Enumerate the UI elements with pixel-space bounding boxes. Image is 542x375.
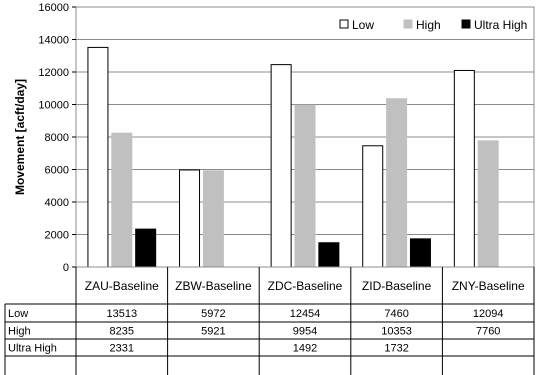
bar-high-zau-baseline: [111, 132, 133, 268]
table-cell-ultra-high-zdc-baseline: 1492: [293, 343, 317, 355]
table-cell-low-zdc-baseline: 12454: [290, 308, 321, 320]
table-row-label-high: High: [8, 326, 31, 338]
bar-ultra-high-zau-baseline: [135, 228, 157, 268]
table-cell-low-zid-baseline: 7460: [384, 308, 408, 320]
table-cell-low-zny-baseline: 12094: [473, 308, 504, 320]
legend-label-high: High: [416, 18, 441, 32]
y-tick-label-10000: 10000: [38, 100, 69, 112]
y-axis: 0 2000 4000 6000 8000 10000 12000 14000 16000: [38, 2, 535, 274]
legend-swatch-high: [403, 19, 413, 29]
table-row-label-ultra-high: Ultra High: [8, 343, 57, 355]
bar-low-zdc-baseline: [270, 64, 292, 268]
y-tick-label-6000: 6000: [45, 165, 69, 177]
table-cell-ultra-high-zid-baseline: 1732: [384, 343, 408, 355]
x-category-label-zdc-baseline: ZDC-Baseline: [268, 279, 343, 293]
bar-high-zny-baseline: [477, 140, 499, 268]
table-cell-low-zau-baseline: 13513: [107, 308, 138, 320]
table-cell-low-zbw-baseline: 5972: [201, 308, 225, 320]
y-tick-label-2000: 2000: [45, 230, 69, 242]
bar-high-zid-baseline: [386, 98, 408, 268]
data-table: ZAU-Baseline ZBW-Baseline ZDC-Baseline ZID-…: [4, 267, 535, 375]
bar-high-zbw-baseline: [202, 170, 224, 268]
legend: Low High Ultra High: [339, 18, 527, 32]
bar-low-zid-baseline: [362, 145, 384, 268]
legend-label-low: Low: [352, 18, 374, 32]
legend-swatch-low: [339, 19, 349, 29]
legend-swatch-ultra-high: [461, 19, 471, 29]
table-cell-ultra-high-zau-baseline: 2331: [110, 343, 134, 355]
y-tick-label-16000: 16000: [38, 2, 69, 14]
bar-low-zny-baseline: [453, 69, 475, 268]
y-tick-label-4000: 4000: [45, 197, 69, 209]
table-cell-high-zau-baseline: 8235: [110, 326, 134, 338]
legend-label-ultra-high: Ultra High: [474, 18, 527, 32]
bar-ultra-high-zdc-baseline: [318, 242, 340, 268]
x-category-label-zid-baseline: ZID-Baseline: [362, 279, 432, 293]
y-axis-title: Movement [acft/day]: [13, 79, 27, 195]
y-tick-label-12000: 12000: [38, 67, 69, 79]
x-category-label-zny-baseline: ZNY-Baseline: [452, 279, 525, 293]
x-category-label-zbw-baseline: ZBW-Baseline: [175, 279, 252, 293]
bar-low-zbw-baseline: [179, 169, 201, 268]
y-tick-label-14000: 14000: [38, 35, 69, 47]
y-tick-label-0: 0: [63, 262, 69, 274]
table-cell-high-zdc-baseline: 9954: [293, 326, 317, 338]
table-cell-high-zid-baseline: 10353: [381, 326, 412, 338]
y-tick-label-8000: 8000: [45, 132, 69, 144]
table-cell-high-zny-baseline: 7760: [476, 326, 500, 338]
bar-high-zdc-baseline: [294, 104, 316, 268]
bar-ultra-high-zid-baseline: [409, 238, 431, 268]
table-cell-high-zbw-baseline: 5921: [201, 326, 225, 338]
x-category-label-zau-baseline: ZAU-Baseline: [85, 279, 159, 293]
table-row-label-low: Low: [8, 308, 28, 320]
bar-low-zau-baseline: [87, 46, 109, 268]
